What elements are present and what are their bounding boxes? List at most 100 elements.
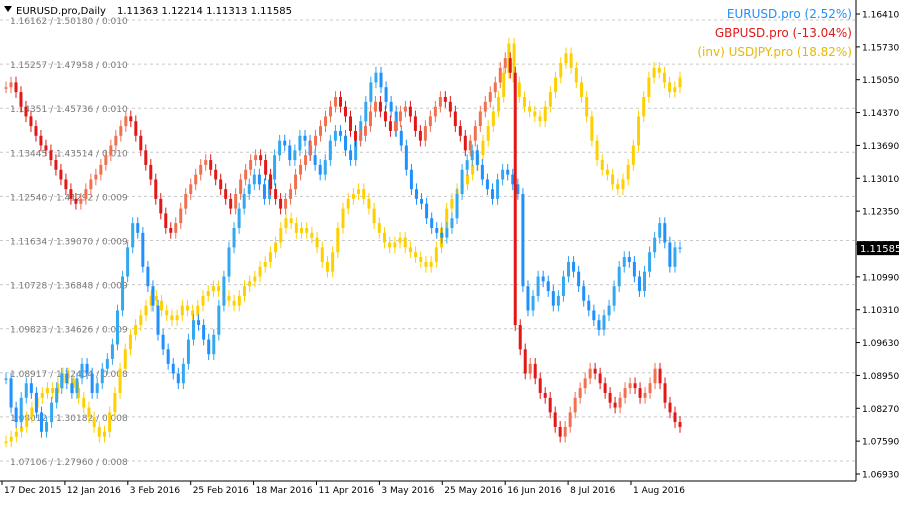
gbpusd-candle [119, 126, 123, 136]
series-layer [4, 37, 682, 448]
eurusd-candle [212, 334, 216, 355]
eurusd-candle [364, 101, 368, 122]
gbpusd-candle [448, 101, 452, 112]
eurusd-candle [146, 266, 150, 287]
eurusd-candle [536, 276, 540, 296]
usdjpy-candle [631, 145, 635, 165]
gbpusd-candle [483, 101, 487, 112]
gbpusd-candle [608, 392, 612, 403]
gbpusd-candle [508, 58, 512, 73]
gbpusd-candle [373, 101, 377, 112]
grid-scale-label: 1.09823 / 1.34626 / 0.009 [10, 326, 128, 336]
x-tick-label: 16 Jun 2016 [507, 486, 561, 496]
usdjpy-candle [191, 310, 195, 316]
eurusd-candle [521, 194, 525, 287]
eurusd-candle [60, 373, 64, 389]
gbpusd-candle [438, 96, 442, 107]
gbpusd-candle [94, 174, 98, 180]
usdjpy-candle [616, 184, 620, 190]
eurusd-candle [55, 388, 59, 403]
usdjpy-candle [268, 252, 272, 262]
gbpusd-candle [663, 383, 667, 403]
eurusd-candle [65, 373, 69, 384]
usdjpy-candle [294, 223, 298, 233]
eurusd-candle [115, 310, 119, 345]
eurusd-candle [303, 135, 307, 141]
gbpusd-candle [418, 130, 422, 141]
eurusd-candle [70, 383, 74, 393]
series-eurusd [4, 66, 682, 438]
usdjpy-candle [279, 227, 283, 243]
gbpusd-candle [458, 126, 462, 136]
eurusd-candle [181, 363, 185, 384]
gbpusd-candle [74, 198, 78, 204]
usdjpy-candle [450, 198, 454, 209]
usdjpy-candle [237, 295, 241, 306]
eurusd-candle [19, 397, 23, 423]
eurusd-candle [232, 227, 236, 248]
x-tick-label: 25 May 2016 [444, 486, 503, 496]
eurusd-candle [637, 276, 641, 292]
usdjpy-candle [118, 368, 122, 393]
y-tick-label: 1.07590 [862, 438, 899, 448]
gbpusd-candle [24, 106, 28, 117]
usdjpy-candle [154, 295, 158, 301]
usdjpy-candle [647, 77, 651, 97]
eurusd-candle [587, 300, 591, 311]
gbpusd-candle [368, 111, 372, 127]
eurusd-candle [100, 368, 104, 384]
chart-header: EURUSD.pro,Daily 1.11363 1.12214 1.11313… [4, 6, 292, 17]
usdjpy-candle [211, 286, 215, 292]
gbpusd-candle [259, 155, 263, 161]
gbpusd-candle [653, 368, 657, 384]
usdjpy-candle [144, 305, 148, 316]
gbpusd-candle [289, 189, 293, 199]
gbpusd-candle [44, 145, 48, 151]
grid-scale-label: 1.14351 / 1.45736 / 0.010 [10, 105, 128, 115]
usdjpy-candle [662, 72, 666, 83]
x-tick-label: 3 May 2016 [381, 486, 434, 496]
gbpusd-candle [618, 397, 622, 408]
gbpusd-candle [393, 121, 397, 131]
y-tick-label: 1.09630 [862, 339, 899, 349]
eurusd-candle [338, 130, 342, 136]
usdjpy-candle [336, 227, 340, 253]
gbpusd-candle [159, 198, 163, 214]
x-tick-label: 25 Feb 2016 [193, 486, 249, 496]
eurusd-candle [425, 203, 429, 219]
gbpusd-candle [518, 325, 522, 350]
gbpusd-candle [598, 373, 602, 384]
eurusd-candle [242, 194, 246, 209]
usdjpy-candle [185, 305, 189, 311]
grid-scale-label: 1.16162 / 1.50180 / 0.010 [10, 17, 128, 27]
gbpusd-candle [254, 155, 258, 161]
gbpusd-candle [428, 116, 432, 127]
y-tick-label: 1.10990 [862, 273, 899, 283]
legend: EURUSD.pro (2.52%) GBPUSD.pro (-13.04%) … [697, 7, 852, 59]
gbpusd-candle [413, 116, 417, 131]
legend-eurusd: EURUSD.pro (2.52%) [727, 7, 852, 21]
usdjpy-candle [398, 237, 402, 243]
eurusd-candle [29, 383, 33, 393]
usdjpy-candle [678, 77, 682, 88]
usdjpy-candle [497, 96, 501, 112]
gbpusd-candle [523, 349, 527, 374]
usdjpy-candle [170, 315, 174, 321]
collapse-triangle-icon[interactable] [4, 6, 12, 12]
y-tick-label: 1.15050 [862, 76, 899, 86]
gbpusd-candle [314, 135, 318, 146]
eurusd-candle [95, 383, 99, 393]
eurusd-candle [14, 407, 18, 423]
gbpusd-candle [149, 164, 153, 180]
x-tick-label: 17 Dec 2015 [4, 486, 62, 496]
usdjpy-candle [320, 247, 324, 262]
gbpusd-candle [443, 96, 447, 102]
gbpusd-candle [99, 164, 103, 175]
usdjpy-candle [25, 417, 29, 427]
gbpusd-candle [623, 388, 627, 398]
gbpusd-candle [383, 111, 387, 122]
eurusd-candle [369, 82, 373, 102]
eurusd-candle [161, 334, 165, 350]
eurusd-candle [45, 422, 49, 432]
